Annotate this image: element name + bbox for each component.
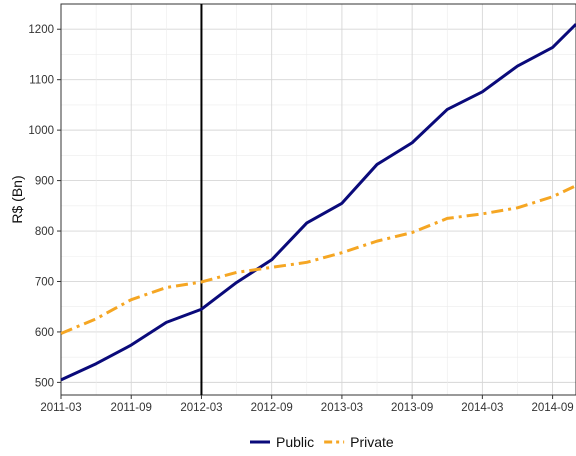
y-tick-label: 1200 (28, 24, 54, 36)
legend: Public Private (250, 434, 394, 450)
x-tick-label: 2013-09 (391, 402, 433, 414)
x-tick-label: 2011-09 (111, 402, 152, 414)
x-tick-label: 2011-03 (40, 402, 81, 414)
y-tick-label: 700 (35, 276, 54, 288)
grid (60, 3, 576, 395)
legend-label-private: Private (350, 434, 394, 450)
series-line-private (60, 184, 576, 335)
x-tick-label: 2012-03 (180, 402, 222, 414)
x-axis-ticks: 2011-03 2011-09 2012-03 2012-09 2013-03 2013-… (40, 395, 574, 414)
y-tick-label: 1100 (29, 75, 54, 87)
legend-label-public: Public (276, 434, 314, 450)
y-tick-label: 500 (35, 377, 54, 389)
x-tick-label: 2014-03 (461, 402, 503, 414)
x-tick-label: 2012-09 (251, 402, 293, 414)
series-lines (60, 23, 576, 382)
series-line-public (60, 23, 576, 382)
plot-panel (60, 3, 576, 396)
y-tick-label: 1000 (28, 125, 54, 137)
y-tick-label: 800 (35, 226, 54, 238)
x-tick-label: 2013-03 (321, 402, 363, 414)
x-tick-label: 2014-09 (531, 402, 573, 414)
y-axis-title: R$ (Bn) (9, 175, 25, 223)
y-tick-label: 900 (35, 176, 54, 188)
y-axis-ticks: 500 600 700 800 900 1000 1100 1200 (28, 24, 61, 389)
y-tick-label: 600 (35, 327, 54, 339)
